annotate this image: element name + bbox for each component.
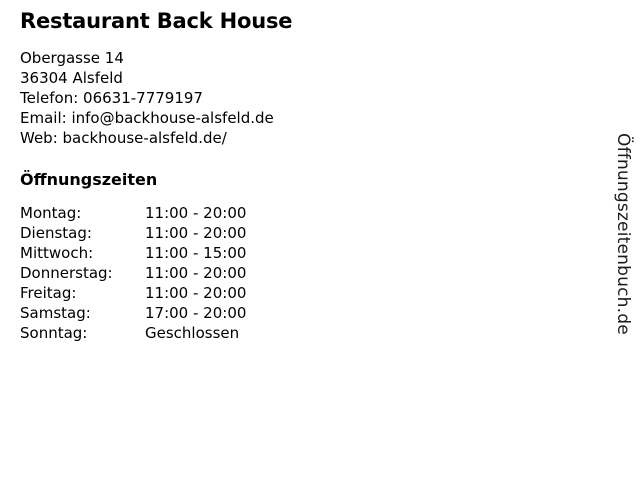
table-row: Sonntag: Geschlossen (20, 323, 325, 343)
table-row: Donnerstag: 11:00 - 20:00 (20, 263, 325, 283)
day-label: Sonntag: (20, 324, 88, 342)
web-line: Web: backhouse-alsfeld.de/ (20, 129, 227, 147)
day-label: Mittwoch: (20, 244, 94, 262)
day-hours: 11:00 - 20:00 (145, 264, 247, 282)
day-label: Donnerstag: (20, 264, 113, 282)
opening-hours-heading: Öffnungszeiten (20, 170, 158, 189)
day-hours: 11:00 - 15:00 (145, 244, 247, 262)
phone-line: Telefon: 06631-7779197 (20, 89, 203, 107)
email-line: Email: info@backhouse-alsfeld.de (20, 109, 274, 127)
day-label: Samstag: (20, 304, 91, 322)
table-row: Mittwoch: 11:00 - 15:00 (20, 243, 325, 263)
day-label: Dienstag: (20, 224, 92, 242)
opening-hours-table: Montag: 11:00 - 20:00 Dienstag: 11:00 - … (20, 203, 325, 343)
address-street: Obergasse 14 (20, 49, 124, 67)
site-watermark: Öffnungszeitenbuch.de (613, 133, 633, 335)
day-hours: 11:00 - 20:00 (145, 284, 247, 302)
table-row: Dienstag: 11:00 - 20:00 (20, 223, 325, 243)
address-city: 36304 Alsfeld (20, 69, 123, 87)
table-row: Samstag: 17:00 - 20:00 (20, 303, 325, 323)
page-title: Restaurant Back House (20, 9, 293, 33)
day-hours: 11:00 - 20:00 (145, 224, 247, 242)
contact-block: Obergasse 14 36304 Alsfeld Telefon: 0663… (20, 48, 580, 148)
day-hours: 17:00 - 20:00 (145, 304, 247, 322)
day-label: Montag: (20, 204, 82, 222)
table-row: Montag: 11:00 - 20:00 (20, 203, 325, 223)
opening-hours-body: Montag: 11:00 - 20:00 Dienstag: 11:00 - … (20, 203, 325, 343)
day-hours: Geschlossen (145, 324, 240, 342)
info-card: Restaurant Back House Obergasse 14 36304… (20, 8, 580, 343)
day-hours: 11:00 - 20:00 (145, 204, 247, 222)
day-label: Freitag: (20, 284, 77, 302)
table-row: Freitag: 11:00 - 20:00 (20, 283, 325, 303)
